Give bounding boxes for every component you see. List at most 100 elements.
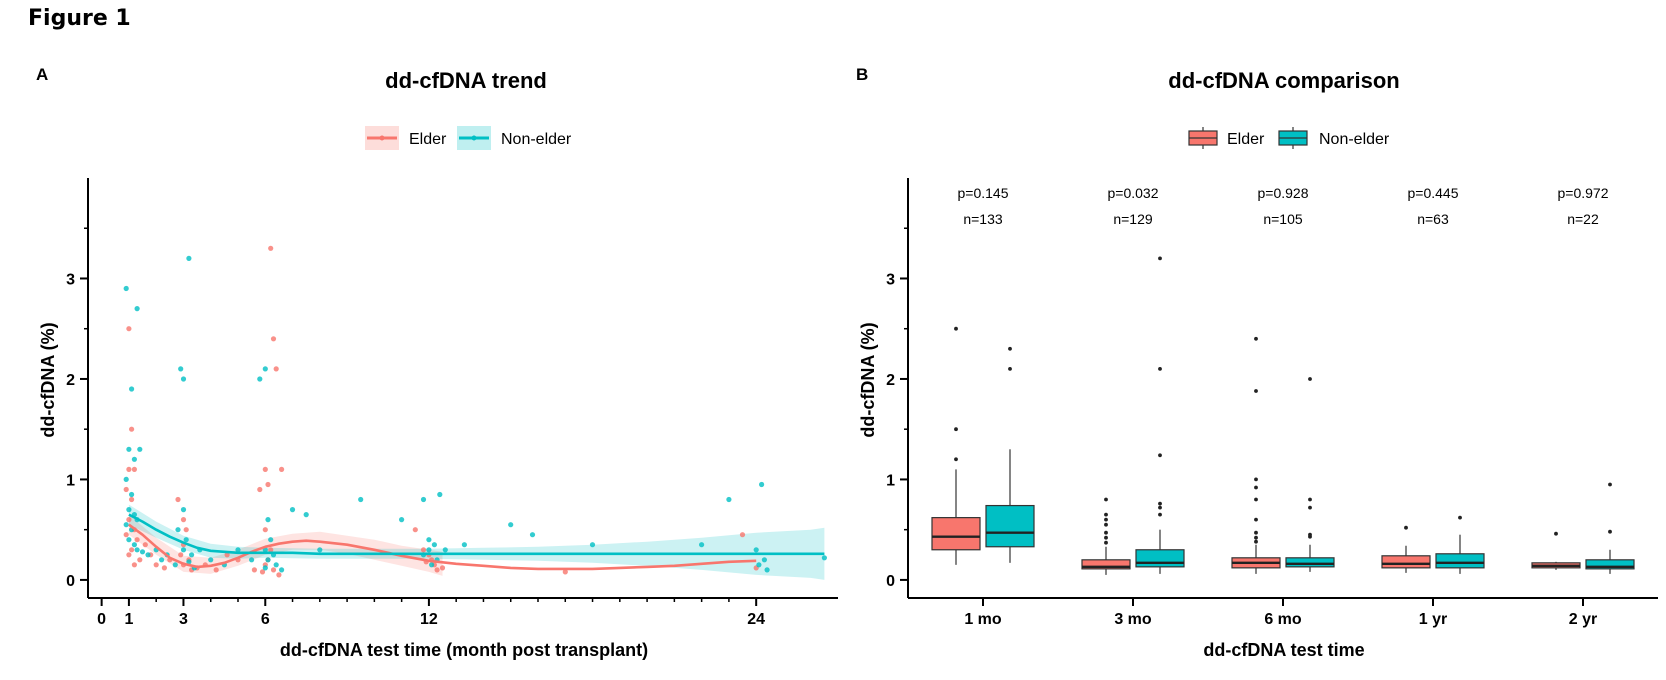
- x-tick-label: 3 mo: [1114, 611, 1152, 628]
- legend-elder-key: [365, 126, 399, 150]
- data-point-elder: [276, 572, 282, 578]
- sample-size-label: n=105: [1263, 211, 1303, 227]
- x-tick-label: 1 mo: [964, 611, 1002, 628]
- legend-b-non-elder-label: Non-elder: [1319, 131, 1390, 148]
- data-point-elder: [562, 569, 568, 575]
- outlier-point: [1158, 256, 1162, 261]
- data-point-non-elder: [123, 522, 129, 528]
- confidence-band-non-elder: [128, 504, 825, 580]
- data-point-elder: [126, 326, 132, 332]
- box-body: [1381, 555, 1431, 569]
- data-point-elder: [126, 552, 132, 558]
- data-point-elder: [268, 245, 274, 251]
- outlier-point: [954, 326, 958, 331]
- sample-size-label: n=22: [1567, 211, 1599, 227]
- data-point-non-elder: [126, 537, 132, 543]
- data-point-non-elder: [761, 557, 768, 563]
- box-body: [1135, 549, 1185, 568]
- data-point-non-elder: [134, 547, 140, 553]
- data-point-elder: [262, 466, 268, 472]
- data-point-elder: [213, 567, 219, 573]
- data-point-elder: [180, 517, 187, 523]
- data-point-non-elder: [303, 511, 309, 518]
- data-point-non-elder: [183, 537, 189, 543]
- outlier-point: [1104, 512, 1108, 517]
- data-point-non-elder: [262, 366, 268, 372]
- data-point-non-elder: [175, 527, 181, 533]
- data-point-elder: [131, 562, 137, 568]
- data-point-elder: [161, 565, 167, 571]
- data-point-elder: [126, 466, 132, 472]
- legend-non-elder-key: [457, 126, 491, 150]
- data-point-non-elder: [159, 557, 165, 563]
- box-non-elder-3-mo: [1135, 256, 1185, 574]
- data-point-non-elder: [420, 496, 427, 503]
- data-point-non-elder: [426, 537, 432, 543]
- box-non-elder-6-mo: [1285, 377, 1335, 572]
- data-point-non-elder: [265, 557, 271, 563]
- data-point-non-elder: [186, 255, 192, 261]
- data-point-elder: [224, 552, 230, 558]
- outlier-point: [954, 457, 958, 462]
- outlier-point: [1404, 525, 1408, 530]
- smooth-line-non-elder: [128, 513, 825, 556]
- data-point-non-elder: [289, 507, 296, 513]
- outlier-point: [1308, 377, 1312, 381]
- p-value-label: p=0.972: [1558, 185, 1609, 201]
- data-point-non-elder: [137, 446, 143, 452]
- y-tick-label: 3: [886, 271, 895, 288]
- data-point-non-elder: [431, 542, 437, 548]
- outlier-point: [1254, 389, 1258, 393]
- panel-a-x-axis-title: dd-cfDNA test time (month post transplan…: [280, 640, 648, 660]
- data-point-non-elder: [317, 547, 323, 553]
- data-point-non-elder: [759, 481, 765, 488]
- outlier-point: [1008, 367, 1012, 371]
- data-point-non-elder: [265, 517, 271, 523]
- outlier-point: [1254, 535, 1258, 540]
- legend-elder-dot: [379, 135, 385, 141]
- sample-size-label: n=133: [963, 211, 1003, 227]
- sample-size-label: n=129: [1113, 211, 1153, 227]
- data-point-elder: [134, 537, 140, 543]
- outlier-point: [1104, 540, 1108, 545]
- data-point-non-elder: [145, 552, 151, 558]
- outlier-point: [1608, 482, 1612, 487]
- data-point-elder: [279, 466, 285, 472]
- data-point-non-elder: [208, 557, 214, 563]
- box-body: [1285, 557, 1335, 568]
- data-point-non-elder: [249, 557, 255, 563]
- p-value-label: p=0.032: [1108, 185, 1159, 201]
- data-point-non-elder: [172, 562, 178, 568]
- panel-b-annotations: p=0.145 n=133 p=0.032 n=129 p=0.928 n=105 p=0.…: [958, 185, 1609, 227]
- y-tick-label: 2: [886, 372, 895, 389]
- data-point-non-elder: [268, 537, 274, 543]
- data-point-elder: [131, 466, 137, 472]
- outlier-point: [954, 427, 958, 432]
- outlier-point: [1608, 529, 1612, 534]
- outlier-point: [1104, 522, 1108, 527]
- legend-b-non-elder-key: [1278, 127, 1308, 149]
- data-point-non-elder: [129, 491, 135, 498]
- outlier-point: [1158, 367, 1162, 371]
- data-point-non-elder: [821, 555, 828, 561]
- panel-a-points: [123, 245, 828, 578]
- x-tick-label: 6: [261, 611, 270, 628]
- data-point-non-elder: [134, 306, 140, 312]
- panel-a-title: dd-cfDNA trend: [385, 68, 547, 93]
- box-non-elder-1-yr: [1435, 515, 1485, 574]
- box-non-elder-1-mo: [985, 346, 1035, 563]
- data-point-non-elder: [262, 565, 268, 571]
- panel-b: B dd-cfDNA comparison Elder Non-elder p=…: [856, 65, 1658, 660]
- data-point-elder: [434, 567, 440, 573]
- x-tick-label: 1: [124, 611, 133, 628]
- data-point-elder: [268, 547, 274, 553]
- data-point-elder: [126, 517, 132, 523]
- x-tick-label: 3: [179, 611, 188, 628]
- data-point-non-elder: [437, 491, 443, 498]
- data-point-elder: [273, 366, 279, 372]
- x-tick-label: 0: [97, 611, 106, 628]
- data-point-non-elder: [429, 562, 435, 568]
- data-point-non-elder: [123, 476, 129, 482]
- data-point-elder: [178, 552, 184, 558]
